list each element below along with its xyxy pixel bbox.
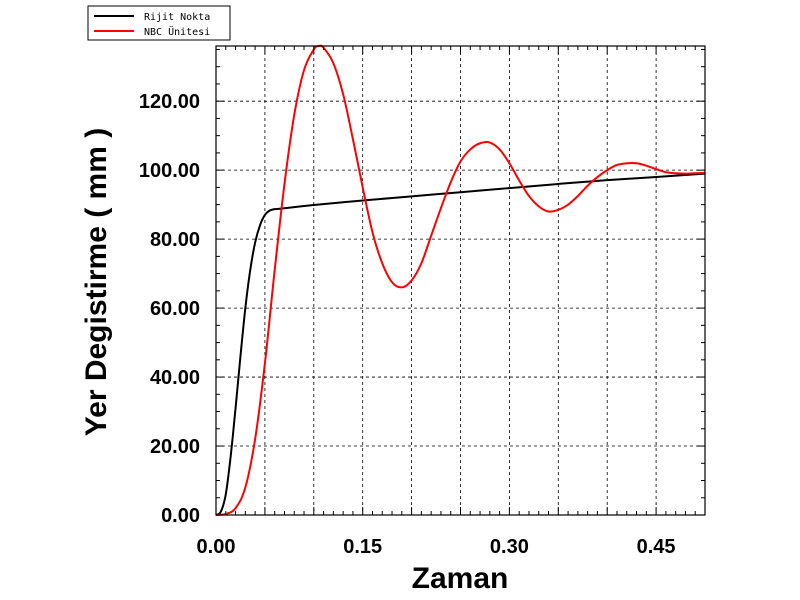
series-lines [215, 44, 706, 516]
y-tick-labels: 0.00 20.00 40.00 60.00 80.00 100.00 120.00 [139, 91, 200, 527]
x-tick-label: 0.00 [197, 536, 236, 558]
legend-label-nbc-unitesi: NBC Ünitesi [144, 25, 210, 38]
series-line-nbc-unitesi [215, 44, 706, 516]
legend: Rijit Nokta NBC Ünitesi [87, 5, 231, 41]
y-tick-label: 100.00 [139, 160, 200, 182]
grid [216, 46, 705, 515]
y-tick-label: 20.00 [150, 436, 200, 458]
legend-label-rijit-nokta: Rijit Nokta [144, 12, 210, 23]
y-tick-label: 40.00 [150, 367, 200, 389]
y-tick-label: 120.00 [139, 91, 200, 113]
axis-ticks [215, 46, 706, 516]
legend-box [87, 5, 231, 41]
y-tick-label: 0.00 [161, 505, 200, 527]
x-tick-labels: 0.00 0.15 0.30 0.45 [197, 536, 676, 558]
series-line-rijit-nokta [215, 172, 706, 516]
x-tick-label: 0.15 [343, 536, 382, 558]
x-tick-label: 0.30 [490, 536, 529, 558]
y-axis-title: Yer Degistirme ( mm ) [80, 128, 113, 436]
y-tick-label: 60.00 [150, 298, 200, 320]
x-axis-title: Zaman [412, 562, 509, 595]
y-tick-label: 80.00 [150, 229, 200, 251]
x-tick-label: 0.45 [637, 536, 676, 558]
